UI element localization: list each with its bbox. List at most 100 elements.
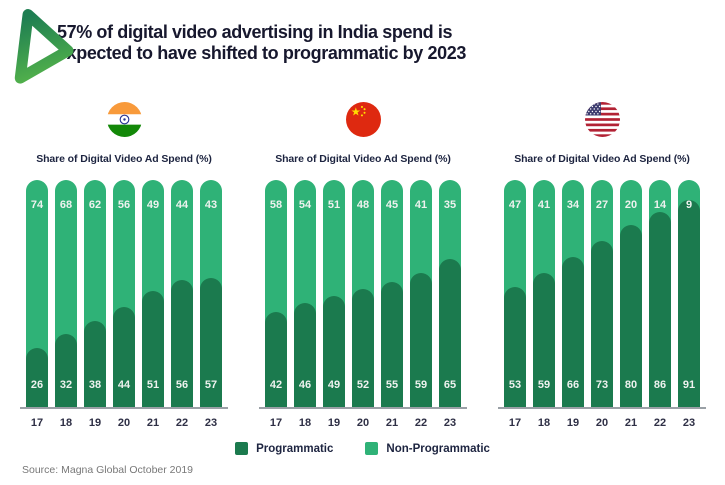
programmatic-value: 59 [414,379,428,391]
non-programmatic-value: 56 [117,199,131,211]
non-programmatic-value: 47 [508,199,522,211]
programmatic-value: 73 [595,379,609,391]
programmatic-fill [410,273,432,407]
stacked-bar: 34 66 [562,180,584,407]
non-programmatic-value: 27 [595,199,609,211]
programmatic-fill [562,257,584,407]
play-triangle-icon [14,9,74,84]
legend-item-programmatic: Programmatic [235,442,333,455]
programmatic-value: 26 [30,379,44,391]
stacked-bar: 68 32 [55,180,77,407]
stacked-bar: 54 46 [294,180,316,407]
chart-india: Share of Digital Video Ad Spend (%) 74 26… [12,102,236,429]
programmatic-value: 42 [269,379,283,391]
year-labels: 17 18 19 20 21 22 23 [504,417,700,429]
stacked-bar: 20 80 [620,180,642,407]
india-flag-icon [106,102,142,137]
non-programmatic-value: 58 [269,199,283,211]
chart-china: ★ Share of Digital Video Ad Spend (%) 58… [251,102,475,429]
programmatic-fill [142,291,164,407]
year-labels: 17 18 19 20 21 22 23 [265,417,461,429]
programmatic-value: 55 [385,379,399,391]
programmatic-fill [352,288,374,407]
non-programmatic-value: 34 [566,199,580,211]
programmatic-fill [620,225,642,407]
stacked-bar: 14 86 [649,180,671,407]
programmatic-value: 59 [537,379,551,391]
non-programmatic-value: 41 [537,199,551,211]
programmatic-value: 91 [682,379,696,391]
stacked-bar: 58 42 [265,180,287,407]
programmatic-value: 52 [356,379,370,391]
programmatic-value: 80 [624,379,638,391]
programmatic-value: 57 [204,379,218,391]
programmatic-value: 65 [443,379,457,391]
non-programmatic-value: 20 [624,199,638,211]
stacked-bar: 49 51 [142,180,164,407]
programmatic-fill [200,277,222,407]
year-label: 18 [537,417,551,429]
year-label: 21 [146,417,160,429]
bars: 58 42 54 46 51 49 48 52 45 55 41 59 35 65 [265,180,461,407]
programmatic-fill [26,347,48,407]
stacked-bar: 45 55 [381,180,403,407]
year-labels: 17 18 19 20 21 22 23 [26,417,222,429]
year-label: 18 [298,417,312,429]
non-programmatic-value: 45 [385,199,399,211]
programmatic-fill [265,311,287,407]
chart-title: Share of Digital Video Ad Spend (%) [275,153,451,165]
programmatic-fill [55,334,77,407]
stacked-bar: 41 59 [533,180,555,407]
non-programmatic-value: 41 [414,199,428,211]
programmatic-fill [591,241,613,407]
year-label: 20 [595,417,609,429]
year-label: 17 [508,417,522,429]
source-text: Source: Magna Global October 2019 [22,464,194,476]
non-programmatic-value: 44 [175,199,189,211]
year-label: 22 [414,417,428,429]
year-label: 18 [59,417,73,429]
stacked-bar: 27 73 [591,180,613,407]
programmatic-fill [113,307,135,407]
non-programmatic-value: 54 [298,199,312,211]
non-programmatic-value: 43 [204,199,218,211]
non-programmatic-value: 74 [30,199,44,211]
stacked-bar: 35 65 [439,180,461,407]
programmatic-value: 38 [88,379,102,391]
page-title: 57% of digital video advertising in Indi… [0,0,725,64]
header: 57% of digital video advertising in Indi… [0,0,725,94]
programmatic-value: 32 [59,379,73,391]
non-programmatic-value: 62 [88,199,102,211]
year-label: 22 [653,417,667,429]
year-label: 23 [682,417,696,429]
stacked-bar: 44 56 [171,180,193,407]
programmatic-fill [381,282,403,407]
non-programmatic-value: 49 [146,199,160,211]
usa-flag-icon [584,102,620,137]
programmatic-value: 53 [508,379,522,391]
programmatic-fill [649,211,671,407]
year-label: 20 [117,417,131,429]
stacked-bar: 74 26 [26,180,48,407]
year-label: 19 [88,417,102,429]
year-label: 23 [443,417,457,429]
charts-row: Share of Digital Video Ad Spend (%) 74 26… [0,94,725,429]
legend-label: Programmatic [256,442,334,455]
programmatic-value: 86 [653,379,667,391]
year-label: 22 [175,417,189,429]
programmatic-fill [294,302,316,407]
axis-line [498,407,706,409]
year-label: 17 [269,417,283,429]
stacked-bar: 56 44 [113,180,135,407]
stacked-bar: 41 59 [410,180,432,407]
bars: 47 53 41 59 34 66 27 73 20 80 14 86 9 91 [504,180,700,407]
legend: Programmatic Non-Programmatic [0,442,725,455]
stacked-bar: 43 57 [200,180,222,407]
svg-text:★: ★ [350,104,360,118]
programmatic-fill [323,295,345,407]
year-label: 17 [30,417,44,429]
year-label: 21 [624,417,638,429]
china-flag-icon: ★ [345,102,381,137]
legend-label: Non-Programmatic [386,442,490,455]
